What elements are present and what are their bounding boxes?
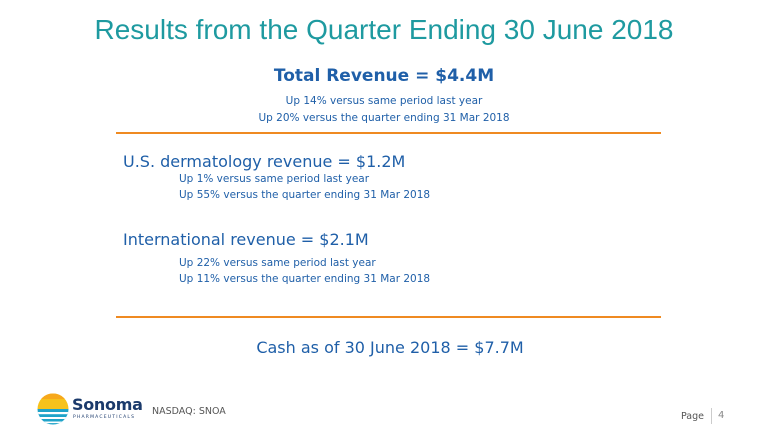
- us-dermatology-detail-qoq: Up 55% versus the quarter ending 31 Mar …: [179, 189, 431, 201]
- cash-line: Cash as of 30 June 2018 = $7.7M: [256, 338, 524, 357]
- total-revenue-detail-qoq: Up 20% versus the quarter ending 31 Mar …: [258, 112, 510, 124]
- page-number: 4: [718, 410, 725, 421]
- total-revenue-heading: Total Revenue = $4.4M: [273, 66, 495, 86]
- sun-logo-icon: [37, 393, 69, 425]
- international-heading: International revenue = $2.1M: [123, 230, 369, 249]
- company-logo: Sonoma PHARMACEUTICALS: [37, 393, 143, 425]
- page-separator: [711, 408, 712, 424]
- international-detail-qoq: Up 11% versus the quarter ending 31 Mar …: [179, 273, 431, 285]
- logo-tagline: PHARMACEUTICALS: [73, 415, 136, 420]
- ticker-symbol: NASDAQ: SNOA: [152, 406, 226, 417]
- logo-wordmark: Sonoma: [72, 395, 143, 414]
- us-dermatology-detail-yoy: Up 1% versus same period last year: [179, 173, 370, 185]
- us-dermatology-heading: U.S. dermatology revenue = $1.2M: [123, 152, 406, 171]
- divider-bottom: [116, 316, 661, 318]
- total-revenue-detail-yoy: Up 14% versus same period last year: [285, 95, 483, 107]
- slide-title: Results from the Quarter Ending 30 June …: [94, 14, 674, 45]
- divider-top: [116, 132, 661, 134]
- international-detail-yoy: Up 22% versus same period last year: [179, 257, 376, 269]
- page-label: Page: [681, 411, 704, 422]
